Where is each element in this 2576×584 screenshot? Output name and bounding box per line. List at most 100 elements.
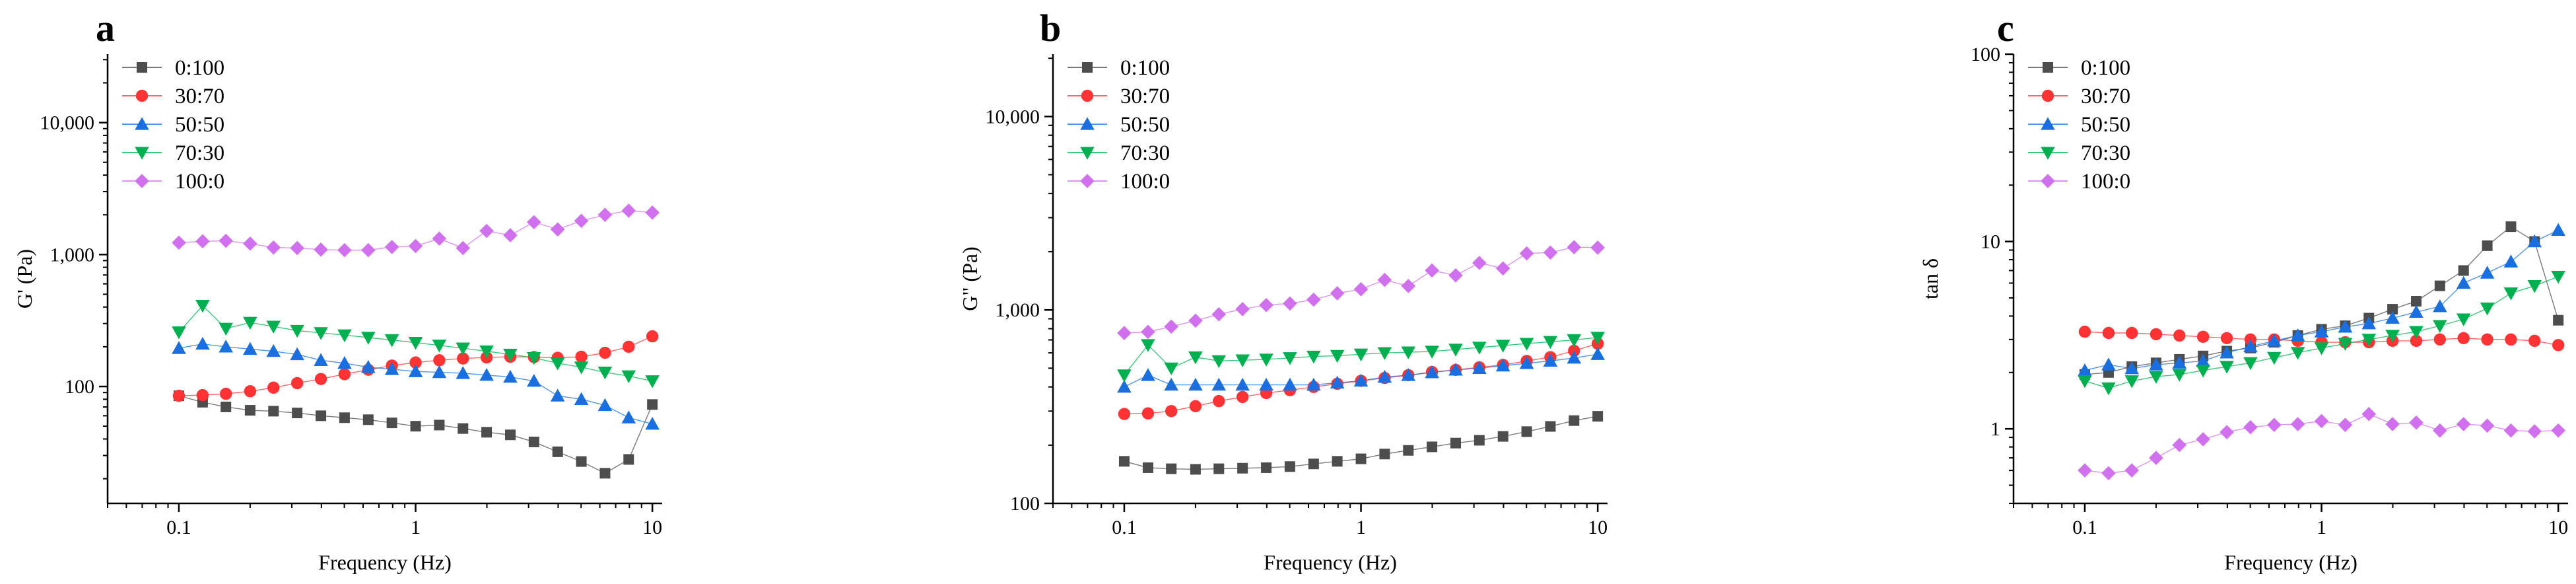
data-point: [1306, 377, 1321, 391]
data-point: [2172, 437, 2187, 453]
legend-marker: [1081, 89, 1094, 102]
data-point: [243, 342, 257, 355]
y-tick-label: 10,000: [986, 106, 1040, 128]
data-point: [2173, 329, 2186, 342]
panel-letter: a: [96, 7, 115, 50]
data-point: [527, 351, 541, 365]
data-point: [2551, 223, 2565, 236]
data-point: [645, 375, 660, 388]
x-tick-label: 10: [642, 517, 662, 538]
data-point: [575, 350, 588, 363]
data-point: [290, 347, 304, 361]
data-point: [2456, 275, 2471, 289]
data-point: [1403, 445, 1414, 456]
legend-label: 100:0: [2081, 170, 2130, 194]
data-point: [597, 366, 613, 380]
data-point: [550, 388, 565, 402]
data-point: [384, 240, 399, 254]
data-point: [2456, 417, 2471, 431]
data-point: [2149, 357, 2163, 371]
data-point: [621, 203, 636, 218]
data-point: [1259, 297, 1273, 312]
data-point: [408, 336, 423, 350]
data-point: [1590, 347, 1605, 360]
data-point: [1188, 377, 1203, 391]
x-tick-label: 1: [2317, 517, 2326, 538]
data-point: [2480, 418, 2495, 433]
data-point: [1425, 365, 1439, 379]
legend-marker: [135, 147, 149, 160]
data-point: [1472, 342, 1487, 355]
data-point: [597, 398, 613, 412]
data-point: [1141, 324, 1155, 340]
data-point: [2124, 375, 2139, 388]
data-point: [1308, 458, 1319, 470]
data-point: [314, 327, 328, 340]
data-point: [195, 234, 210, 249]
data-point: [2481, 333, 2493, 346]
data-point: [2433, 423, 2447, 438]
legend-marker: [2041, 147, 2055, 160]
series-70-30: [1117, 332, 1605, 383]
data-point: [1519, 338, 1534, 351]
data-point: [1117, 326, 1132, 340]
y-axis-title: G' (Pa): [13, 249, 36, 309]
data-point: [2527, 424, 2542, 439]
x-axis-title: Frequency (Hz): [2224, 550, 2357, 574]
data-point: [314, 373, 327, 385]
data-point: [574, 361, 589, 375]
data-point: [410, 421, 421, 432]
data-point: [1450, 437, 1461, 449]
series-0-100: [173, 390, 658, 479]
data-point: [244, 405, 255, 416]
series-70-30: [172, 299, 660, 388]
data-point: [2290, 417, 2305, 431]
data-point: [386, 418, 397, 429]
x-tick-label: 0.1: [1112, 517, 1137, 538]
data-point: [505, 429, 516, 441]
data-point: [2551, 423, 2565, 438]
data-point: [2505, 221, 2517, 233]
data-point: [1495, 340, 1510, 353]
data-point: [1377, 347, 1392, 360]
data-point: [503, 348, 518, 362]
data-point: [621, 370, 636, 384]
data-point: [550, 222, 565, 237]
data-point: [219, 387, 232, 400]
data-point: [1569, 415, 1580, 426]
data-point: [2503, 254, 2519, 268]
data-point: [1425, 346, 1439, 359]
x-tick-label: 1: [1356, 517, 1366, 538]
data-point: [2480, 266, 2495, 279]
data-point: [1235, 302, 1250, 316]
data-point: [1427, 441, 1438, 453]
data-point: [2314, 414, 2329, 429]
series-30-70: [172, 330, 659, 402]
data-point: [1211, 377, 1227, 391]
data-point: [2480, 303, 2495, 316]
series-50-50: [2078, 223, 2565, 377]
data-point: [456, 342, 471, 355]
data-point: [337, 356, 352, 369]
data-point: [2409, 305, 2423, 318]
data-point: [2411, 295, 2422, 307]
legend-label: 70:30: [175, 141, 224, 165]
data-point: [1164, 319, 1178, 334]
data-point: [2267, 351, 2282, 365]
panel-letter: b: [1040, 7, 1061, 50]
data-point: [337, 242, 352, 258]
data-point: [2149, 371, 2163, 384]
data-point: [2078, 325, 2091, 338]
data-point: [361, 332, 376, 345]
data-point: [479, 223, 494, 238]
data-point: [1590, 240, 1605, 255]
data-point: [1377, 272, 1392, 287]
legend-label: 50:50: [2081, 113, 2130, 137]
data-point: [1259, 377, 1273, 391]
data-point: [408, 364, 423, 377]
legend-label: 70:30: [1120, 141, 1170, 165]
data-point: [2387, 304, 2398, 315]
data-point: [2433, 333, 2447, 346]
data-point: [266, 240, 281, 255]
data-point: [527, 373, 541, 387]
